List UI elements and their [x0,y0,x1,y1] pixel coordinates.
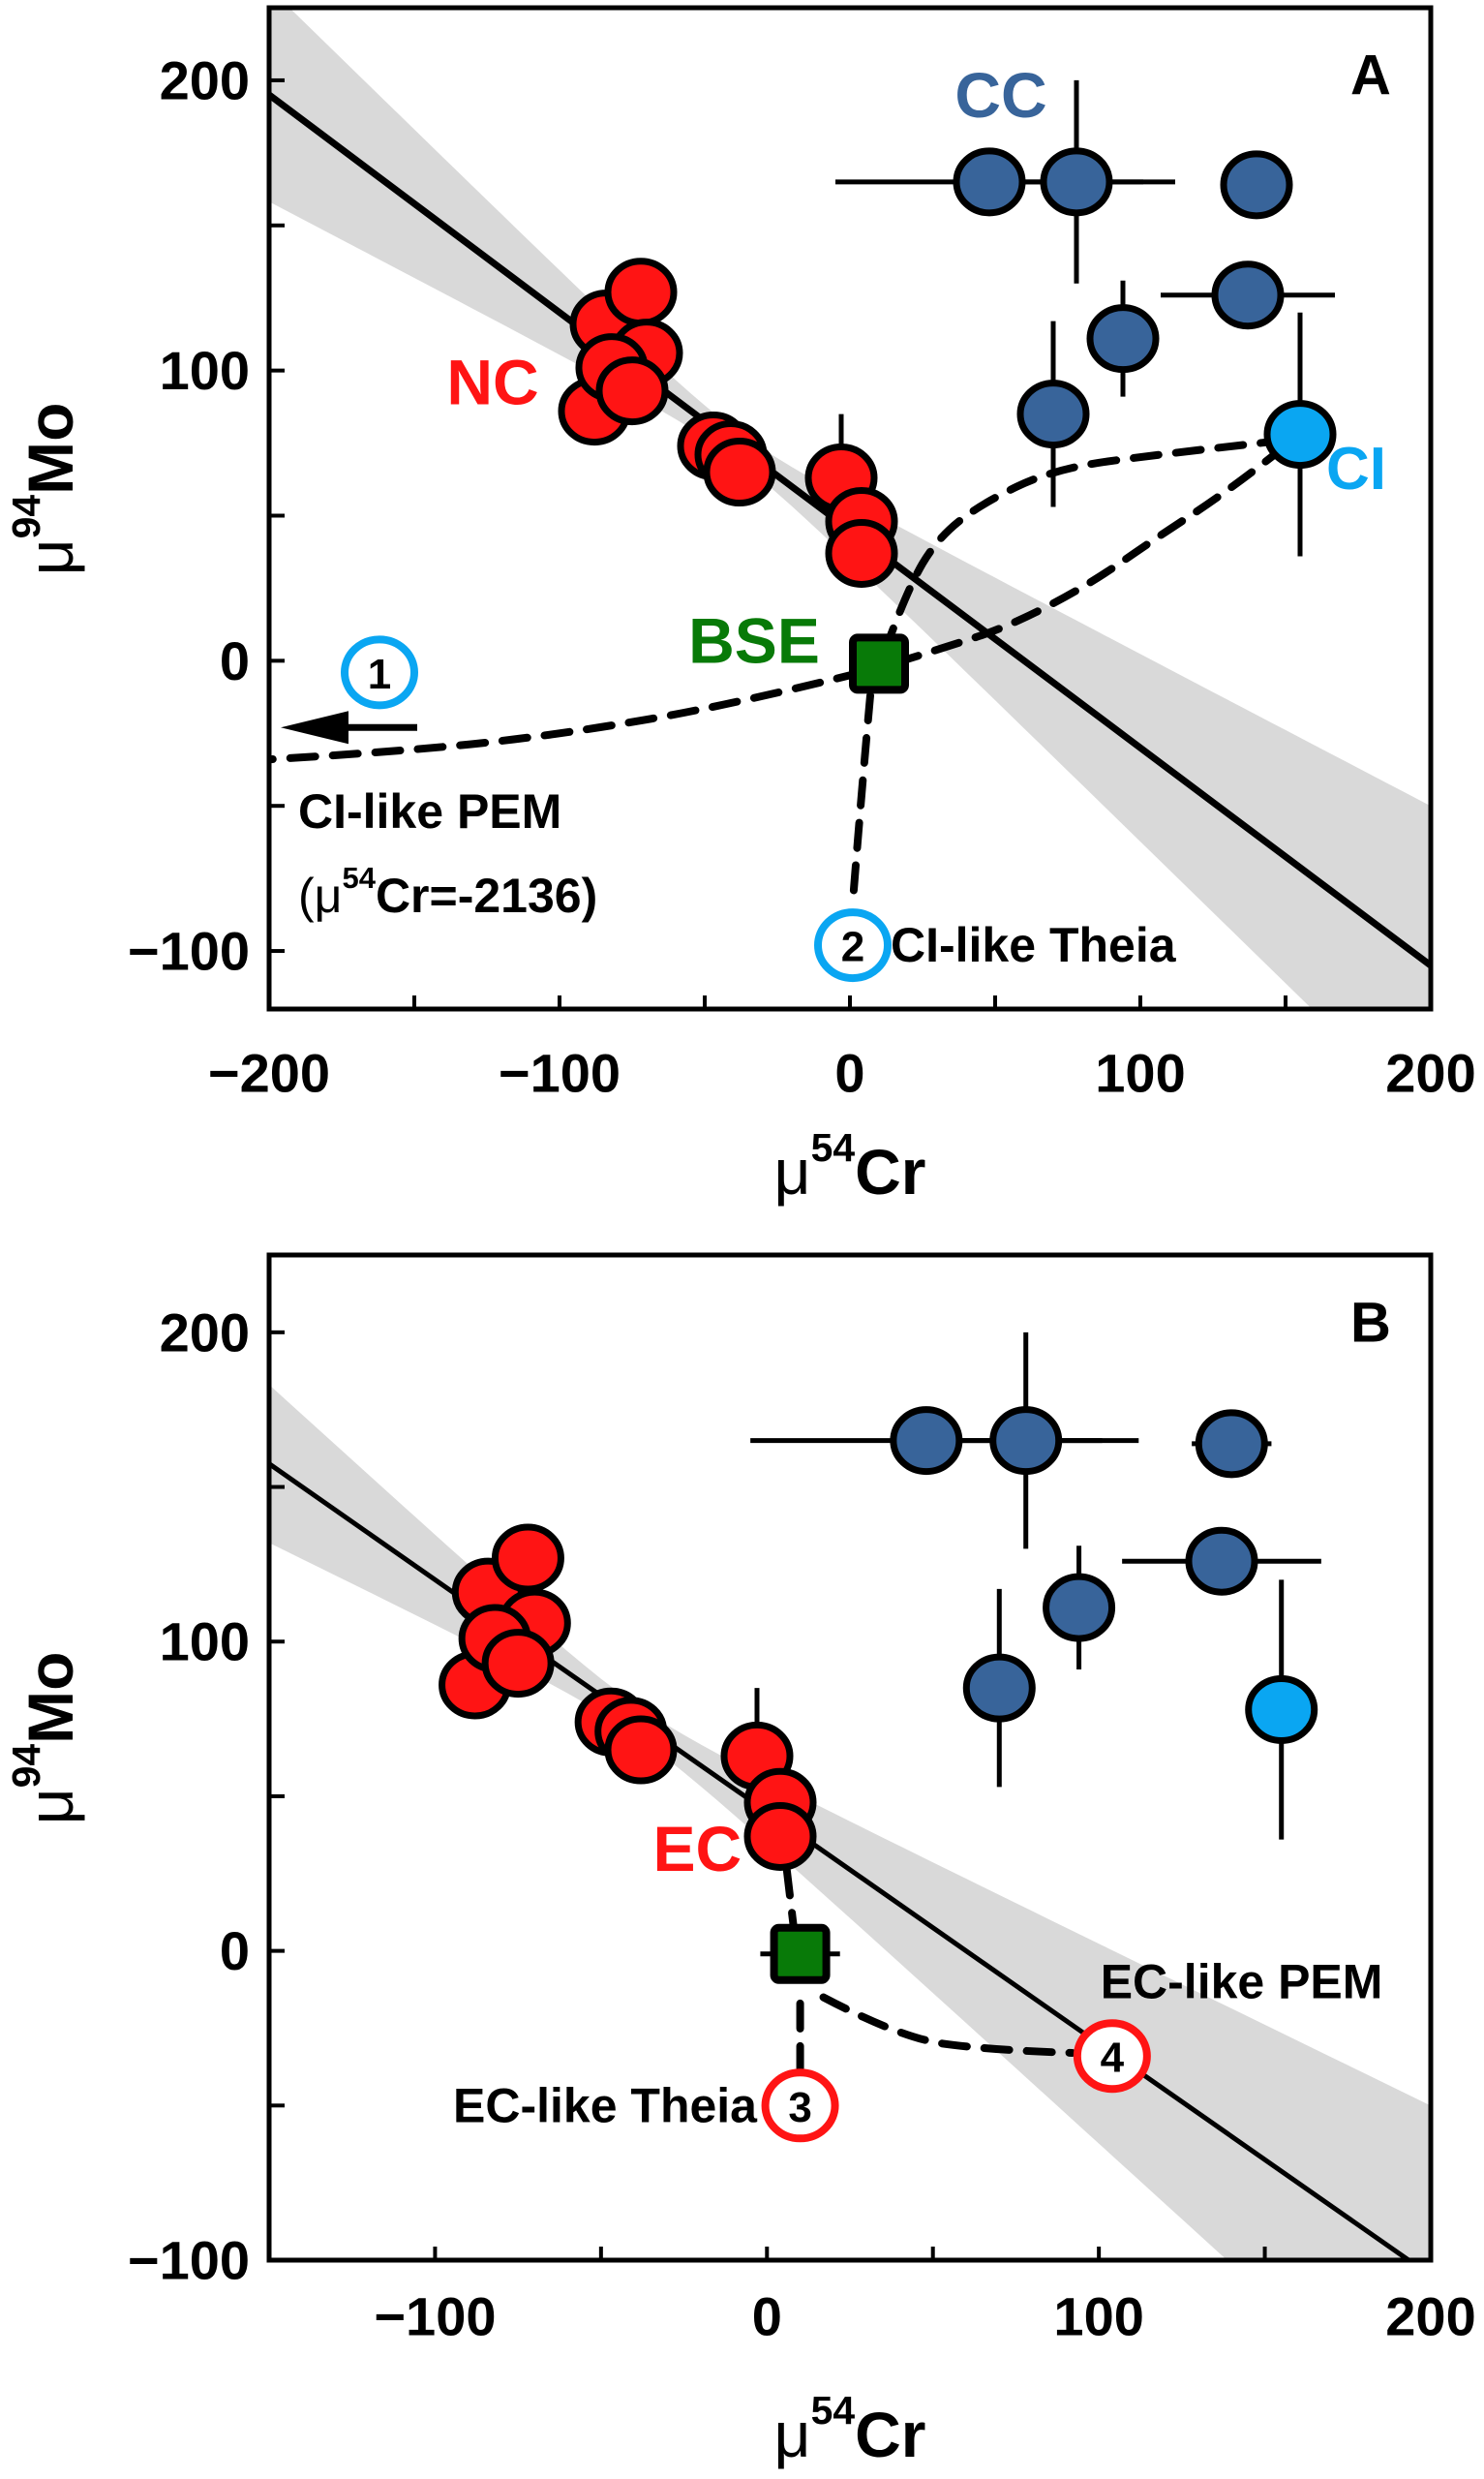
label-main: Cr [855,2399,925,2470]
bse-marker [849,633,909,694]
data-point [1211,260,1285,330]
label-prefix: μ [15,1788,86,1824]
label-main: Cr [855,1136,925,1208]
scenario-marker-1 [341,635,418,710]
data-point [989,1406,1063,1476]
label-superscript: 94 [4,495,48,539]
data-point [604,1715,678,1785]
data-point [1185,1526,1258,1596]
panel-label: B [1350,1292,1391,1355]
x-axis-label: μ54Cr [774,1125,926,1208]
label-superscript: 94 [4,1744,48,1789]
scenario-number: 2 [841,924,864,971]
data-point [1220,150,1293,220]
mixing-line [782,1866,798,1931]
y-tick-label: 200 [160,1301,250,1362]
label-nc: NC [446,347,538,418]
label-bse: BSE [688,604,820,676]
regression-line [269,1461,1413,2260]
data-point [1245,1674,1318,1744]
y-tick-label: 0 [220,630,250,691]
label-prefix: μ [774,1136,811,1208]
label-prefix: (μ [298,869,342,923]
data-point [595,356,669,426]
x-tick-label: 100 [1095,1043,1185,1104]
y-tick-label: 0 [220,1920,250,1981]
data-point [703,438,776,507]
label-ci-like-theia: CI-like Theia [891,918,1177,972]
scenario-marker-2 [814,908,892,983]
label-ec-like-pem: EC-like PEM [1101,1955,1383,2009]
bse-marker [770,1923,831,1984]
data-point [890,1406,963,1476]
arrow-head-icon [281,711,348,745]
data-point [1086,304,1160,374]
mixing-line [884,436,1289,648]
label-ci-pem-note: (μ54Cr=-2136) [298,861,597,924]
data-point [604,258,678,327]
plot-frame [266,5,1434,1012]
data-point [962,1653,1036,1723]
scenario-number: 1 [368,651,391,698]
label-ci-like-pem: CI-like PEM [298,784,561,839]
label-superscript: 54 [811,1125,856,1170]
label-ec-like-theia: EC-like Theia [453,2078,758,2132]
data-point [1016,380,1090,449]
data-point [825,518,898,588]
label-ci: CI [1326,436,1386,503]
label-main: Cr=-2136) [376,869,597,923]
data-point [1040,147,1113,217]
y-tick-label: −100 [128,2230,250,2291]
label-cc: CC [954,59,1046,131]
scenario-marker-4 [1073,2019,1151,2094]
data-point [1195,1409,1268,1479]
mixing-line [819,1993,1076,2058]
y-axis-label: μ94Mo [4,1652,86,1825]
data-point [481,1629,555,1699]
label-main: Mo [15,1652,86,1744]
mixing-line [269,668,865,764]
y-axis-label: μ94Mo [4,403,86,576]
scenario-number: 4 [1101,2035,1125,2082]
panel-label: A [1350,45,1391,107]
label-main: Mo [15,403,86,495]
scenario-number: 3 [788,2084,811,2131]
label-superscript: 54 [342,861,376,895]
y-tick-label: 100 [160,1611,250,1672]
plot-frame [266,1252,1434,2263]
data-point [743,1801,817,1871]
data-point [1043,1573,1116,1642]
label-prefix: μ [15,538,86,575]
x-tick-label: 0 [752,2286,782,2347]
x-tick-label: 0 [834,1043,864,1104]
data-point [491,1523,564,1593]
data-point [1263,400,1337,470]
x-tick-label: 100 [1053,2286,1143,2347]
label-prefix: μ [774,2399,811,2470]
panel-b: 3 4 EC EC-like PEM EC-like Theia B −100 0 100 200… [4,1252,1476,2470]
y-tick-label: −100 [128,921,250,982]
scenario-marker-3 [761,2068,839,2143]
y-tick-label: 200 [160,49,250,110]
y-tick-label: 100 [160,340,250,401]
x-tick-label: −100 [374,2286,496,2347]
plot-area [269,1331,1431,2260]
label-superscript: 54 [811,2388,856,2433]
x-tick-label: −100 [499,1043,621,1104]
plot-area [269,8,1431,1009]
label-ec: EC [652,1813,742,1884]
x-axis-label: μ54Cr [774,2388,926,2470]
data-point [953,147,1026,217]
x-tick-label: 200 [1385,1043,1475,1104]
mixing-line [898,442,1289,665]
x-tick-label: −200 [208,1043,330,1104]
mixing-line [849,691,874,906]
x-tick-label: 200 [1385,2286,1475,2347]
